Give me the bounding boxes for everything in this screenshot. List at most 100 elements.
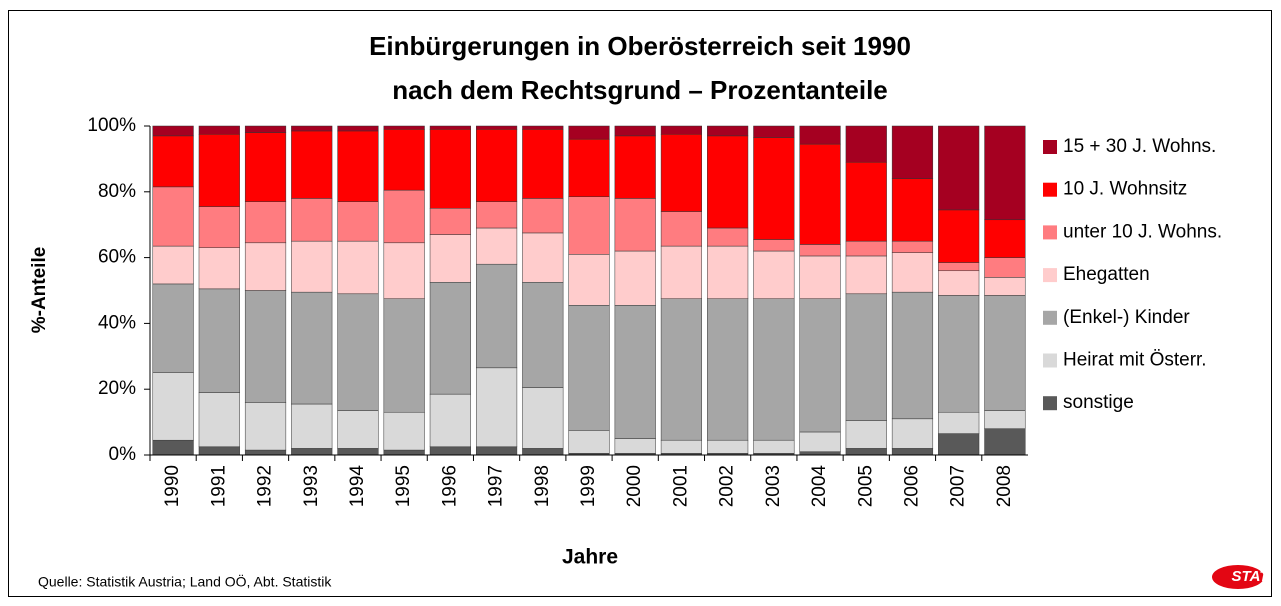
bar-segment [198,125,240,135]
x-tick-label: 1991 [208,465,229,507]
x-tick-label: 2002 [717,465,738,507]
bar-segment [984,257,1026,278]
bar-segment [614,198,656,252]
bar-segment [475,125,518,130]
x-tick-label: 1992 [255,465,276,507]
y-tick-label: 20% [98,378,136,399]
x-tick-label: 2001 [670,465,691,507]
bar-segment [522,448,564,456]
bar-segment [244,290,287,403]
bar-segment [522,125,564,130]
bar-segment [660,439,703,454]
x-tick-label: 2008 [994,465,1015,507]
bar-segment [244,449,287,456]
legend-swatch [1043,310,1057,325]
bar-segment [845,255,887,295]
bar-segment [475,263,518,369]
bar-segment [198,247,240,290]
bar-segment [383,189,425,244]
bar-segment [429,446,471,456]
bar-segment [383,449,425,456]
bar-segment [291,403,333,449]
bar-segment [291,240,333,293]
bar-segment [845,125,887,163]
legend-label: Heirat mit Österr. [1063,350,1207,371]
bar-segment [522,282,564,388]
bar-segment [198,133,240,207]
bar-segment [152,245,194,285]
bar-segment [891,240,934,253]
bar-segment [152,135,194,188]
bar-segment [291,198,333,242]
bar-segment [984,410,1026,429]
bar-segment [198,288,240,393]
bar-segment [429,208,471,235]
bar-segment [984,428,1026,456]
bar-segment [660,133,703,212]
bar-segment [383,411,425,451]
bar-segment [891,448,934,456]
x-tick-label: 1995 [393,465,414,507]
bar-segment [337,448,379,456]
y-tick-label: 80% [98,181,136,202]
legend-swatch [1043,225,1057,240]
bar-segment [244,125,287,133]
chart-title: Einbürgerungen in Oberösterreich seit 19… [369,31,911,61]
bar-segment [660,298,703,441]
bar-segment [568,138,610,197]
bar-segment [707,439,749,454]
x-tick-label: 1999 [578,465,599,507]
bar-segment [938,411,980,434]
x-tick-label: 2004 [809,465,830,508]
bar-segment [753,298,795,441]
bar-segment [845,448,887,456]
bar-segment [291,448,333,456]
legend-swatch [1043,268,1057,283]
bar-segment [799,125,841,145]
bar-segment [799,143,841,245]
bar-segment [337,125,379,132]
x-axis-label: Jahre [562,546,618,569]
chart-subtitle: nach dem Rechtsgrund – Prozentanteile [392,75,888,105]
bar-segment [614,135,656,199]
y-tick-label: 40% [98,312,136,333]
bar-segment [475,201,518,229]
bar-segment [660,245,703,299]
bar-segment [753,439,795,454]
x-tick-label: 1994 [347,465,368,508]
bar-segment [152,283,194,374]
bar-segment [383,298,425,413]
legend-label: 15 + 30 J. Wohns. [1063,136,1216,157]
bar-segment [383,242,425,299]
bar-segment [614,250,656,306]
bar-segment [614,125,656,137]
bar-segment [984,125,1026,221]
bar-segment [938,262,980,272]
bar-segment [891,125,934,179]
bar-segment [938,295,980,413]
bar-segment [383,125,425,130]
bar-segment [938,270,980,296]
bar-segment [891,178,934,242]
bar-segment [244,201,287,244]
bar-segment [614,438,656,454]
bar-segment [845,420,887,449]
bar-segment [291,130,333,199]
bar-segment [660,211,703,247]
legend-label: sonstige [1063,392,1134,413]
bar-segment [244,132,287,202]
bar-segment [707,245,749,299]
bar-segment [291,125,333,132]
bar-segment [568,305,610,431]
bar-segment [198,206,240,248]
legend-swatch [1043,353,1057,368]
y-axis-label: %-Anteile [29,247,50,334]
bar-segment [707,135,749,229]
legend-swatch [1043,140,1057,154]
bar-segment [475,446,518,456]
bar-segment [984,295,1026,411]
bar-segment [707,298,749,441]
y-tick-label: 60% [98,247,136,268]
bar-segment [198,392,240,448]
